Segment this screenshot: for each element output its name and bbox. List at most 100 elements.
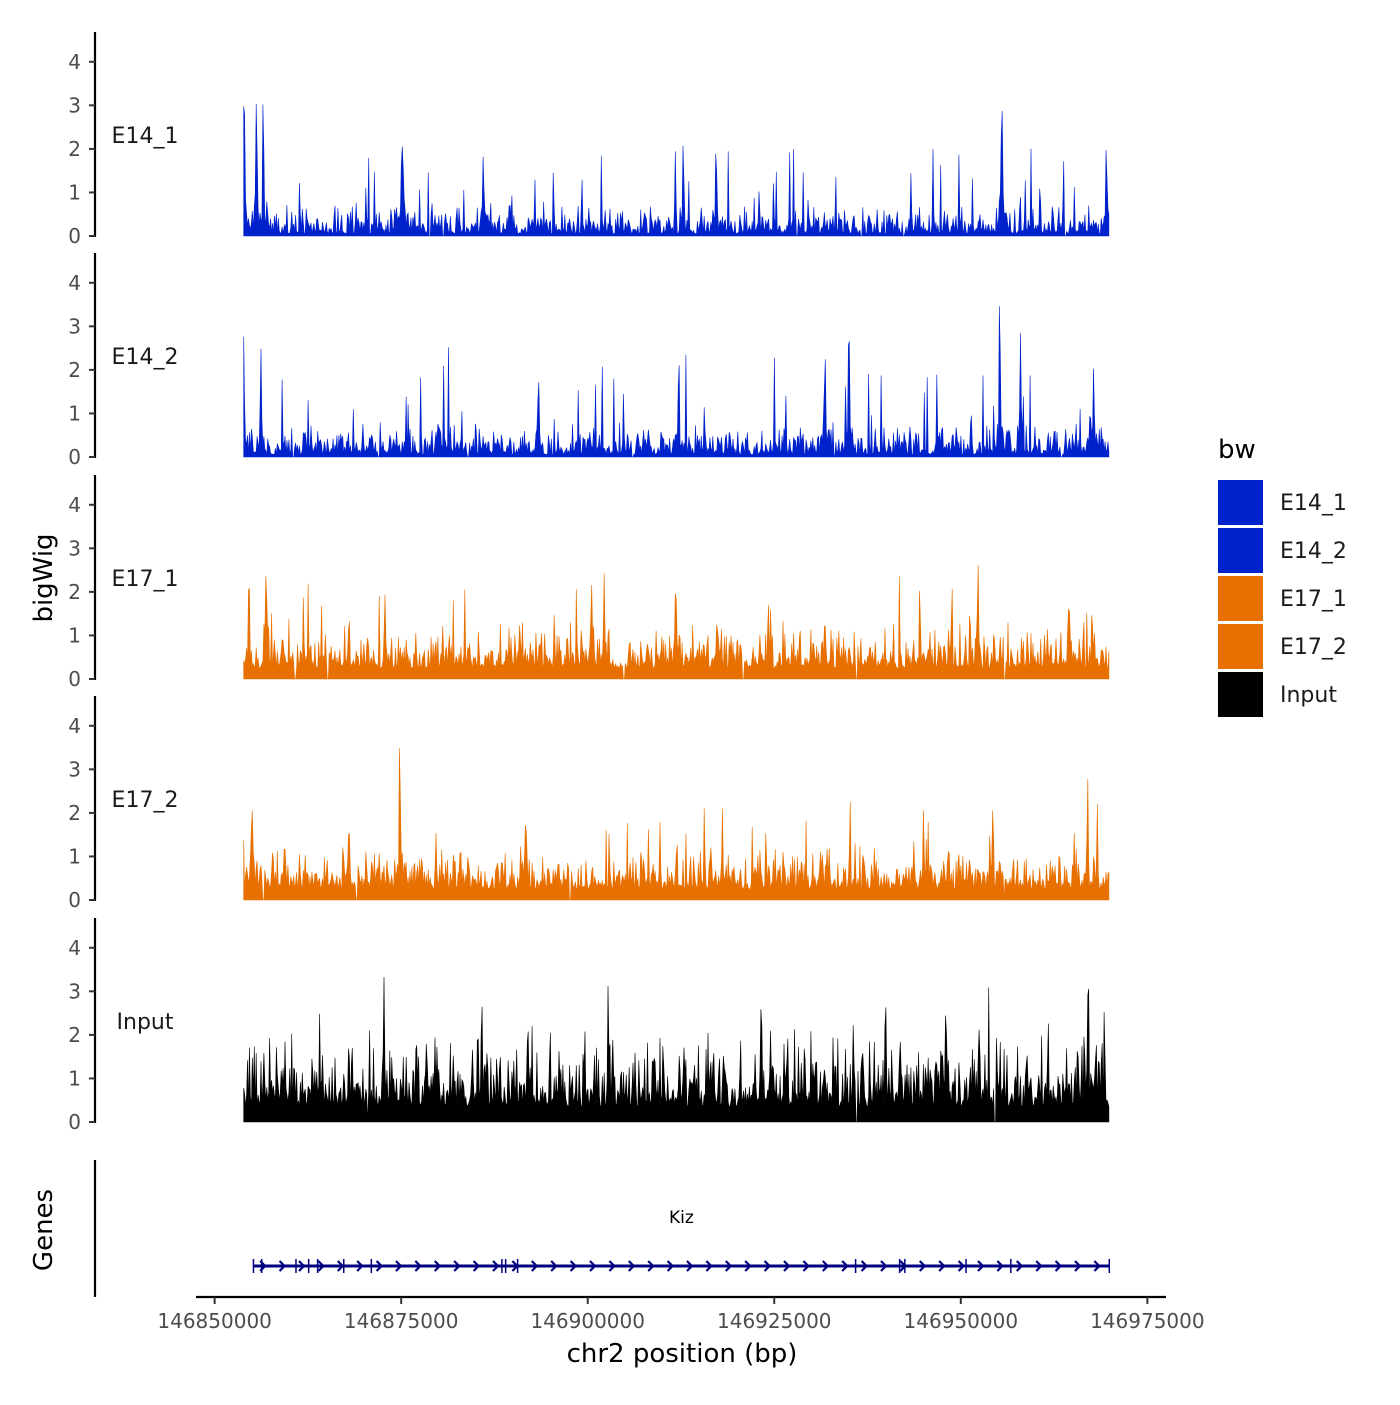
- y-tick-label: 4: [68, 271, 81, 295]
- strand-arrow: [433, 1260, 442, 1272]
- y-tick-label: 1: [68, 401, 81, 425]
- x-axis-title: chr2 position (bp): [567, 1339, 798, 1369]
- strand-arrow: [336, 1260, 345, 1272]
- gene-track-title: Genes: [29, 1189, 59, 1271]
- legend-label-Input: Input: [1280, 683, 1337, 708]
- strand-arrow: [395, 1260, 403, 1272]
- y-tick-label: 0: [68, 445, 81, 469]
- strand-arrow: [1035, 1260, 1043, 1272]
- track-label-E17_2: E17_2: [112, 788, 179, 813]
- strand-arrow: [298, 1260, 306, 1272]
- strand-arrow: [375, 1260, 384, 1272]
- strand-arrow: [414, 1260, 422, 1272]
- track-E17_2: 0 1 2 3 4 E17_2: [68, 696, 1110, 912]
- y-tick-label: 0: [68, 224, 81, 248]
- strand-arrow: [278, 1260, 287, 1272]
- strand-arrow: [744, 1260, 752, 1272]
- track-label-E17_1: E17_1: [112, 567, 179, 592]
- y-tick-label: 4: [68, 714, 81, 738]
- x-tick-label: 146975000: [1090, 1309, 1205, 1333]
- strand-arrow: [472, 1260, 481, 1272]
- strand-arrow: [880, 1260, 888, 1272]
- strand-arrow: [996, 1260, 1004, 1272]
- signal-area-E14_1: [243, 103, 1110, 237]
- strand-arrow: [821, 1260, 830, 1272]
- y-tick-label: 2: [68, 358, 81, 382]
- strand-arrow: [686, 1260, 694, 1272]
- legend-label-E14_2: E14_2: [1280, 539, 1347, 564]
- x-tick-label: 146875000: [344, 1309, 459, 1333]
- strand-arrow: [977, 1260, 985, 1272]
- gene-Kiz: Kiz: [252, 1208, 1111, 1273]
- strand-arrow: [550, 1260, 558, 1272]
- x-tick-label: 146925000: [717, 1309, 832, 1333]
- y-tick-label: 0: [68, 667, 81, 691]
- y-tick-label: 3: [68, 536, 81, 560]
- y-tick-label: 1: [68, 844, 81, 868]
- y-tick-label: 3: [68, 979, 81, 1003]
- x-tick-label: 146900000: [530, 1309, 645, 1333]
- x-tick-label: 146850000: [157, 1309, 272, 1333]
- strand-arrow: [627, 1260, 636, 1272]
- strand-arrow: [938, 1260, 946, 1272]
- legend-key-E17_2: [1218, 624, 1263, 669]
- y-tick-label: 1: [68, 180, 81, 204]
- strand-arrow: [724, 1260, 733, 1272]
- y-axis-title: bigWig: [29, 533, 59, 622]
- track-E17_1: 0 1 2 3 4 E17_1: [68, 475, 1110, 691]
- legend-title: bw: [1218, 435, 1256, 465]
- strand-arrow: [1074, 1260, 1082, 1272]
- strand-arrow: [492, 1260, 500, 1272]
- legend-key-E14_1: [1218, 480, 1263, 525]
- signal-area-E17_1: [243, 565, 1110, 680]
- y-tick-label: 2: [68, 1023, 81, 1047]
- legend-key-Input: [1218, 672, 1263, 717]
- legend: bw E14_1 E14_2 E17_1 E17_2 Input: [1218, 435, 1347, 717]
- y-tick-label: 3: [68, 93, 81, 117]
- legend-key-E17_1: [1218, 576, 1263, 621]
- strand-arrow: [608, 1260, 616, 1272]
- track-E14_1: 0 1 2 3 4 E14_1: [68, 32, 1110, 248]
- legend-label-E14_1: E14_1: [1280, 491, 1347, 516]
- legend-key-E14_2: [1218, 528, 1263, 573]
- y-tick-label: 4: [68, 936, 81, 960]
- y-tick-label: 4: [68, 493, 81, 517]
- y-tick-label: 1: [68, 1066, 81, 1090]
- y-tick-label: 2: [68, 580, 81, 604]
- strand-arrow: [530, 1260, 539, 1272]
- track-E14_2: 0 1 2 3 4 E14_2: [68, 253, 1110, 469]
- strand-arrow: [918, 1260, 927, 1272]
- legend-label-E17_1: E17_1: [1280, 587, 1347, 612]
- gene-track: Kiz: [93, 1160, 1111, 1297]
- strand-arrow: [763, 1260, 772, 1272]
- strand-arrow: [317, 1260, 325, 1272]
- strand-arrow: [647, 1260, 655, 1272]
- y-tick-label: 2: [68, 137, 81, 161]
- strand-arrow: [453, 1260, 461, 1272]
- y-tick-label: 3: [68, 757, 81, 781]
- strand-arrow: [841, 1260, 849, 1272]
- x-tick-label: 146950000: [904, 1309, 1019, 1333]
- strand-arrow: [569, 1260, 578, 1272]
- y-tick-label: 0: [68, 1110, 81, 1134]
- strand-arrow: [860, 1260, 869, 1272]
- strand-arrow: [666, 1260, 675, 1272]
- strand-arrow: [705, 1260, 713, 1272]
- strand-arrow: [1054, 1260, 1063, 1272]
- strand-arrow: [957, 1260, 966, 1272]
- legend-label-E17_2: E17_2: [1280, 635, 1347, 660]
- signal-area-Input: [243, 976, 1110, 1123]
- signal-area-E14_2: [243, 306, 1110, 458]
- y-tick-label: 2: [68, 801, 81, 825]
- strand-arrow: [1093, 1260, 1101, 1272]
- x-axis: 146850000 146875000 146900000 146925000 1469…: [157, 1295, 1205, 1333]
- y-tick-label: 1: [68, 623, 81, 647]
- strand-arrow: [1015, 1260, 1024, 1272]
- track-label-Input: Input: [117, 1010, 174, 1035]
- strand-arrow: [589, 1260, 597, 1272]
- signal-tracks: 0 1 2 3 4 E14_1 0 1 2 3 4 E14_2 0 1 2 3 4 E17_1 0 1 2 3 4 E17_2…: [68, 32, 1110, 1134]
- track-label-E14_1: E14_1: [112, 124, 179, 149]
